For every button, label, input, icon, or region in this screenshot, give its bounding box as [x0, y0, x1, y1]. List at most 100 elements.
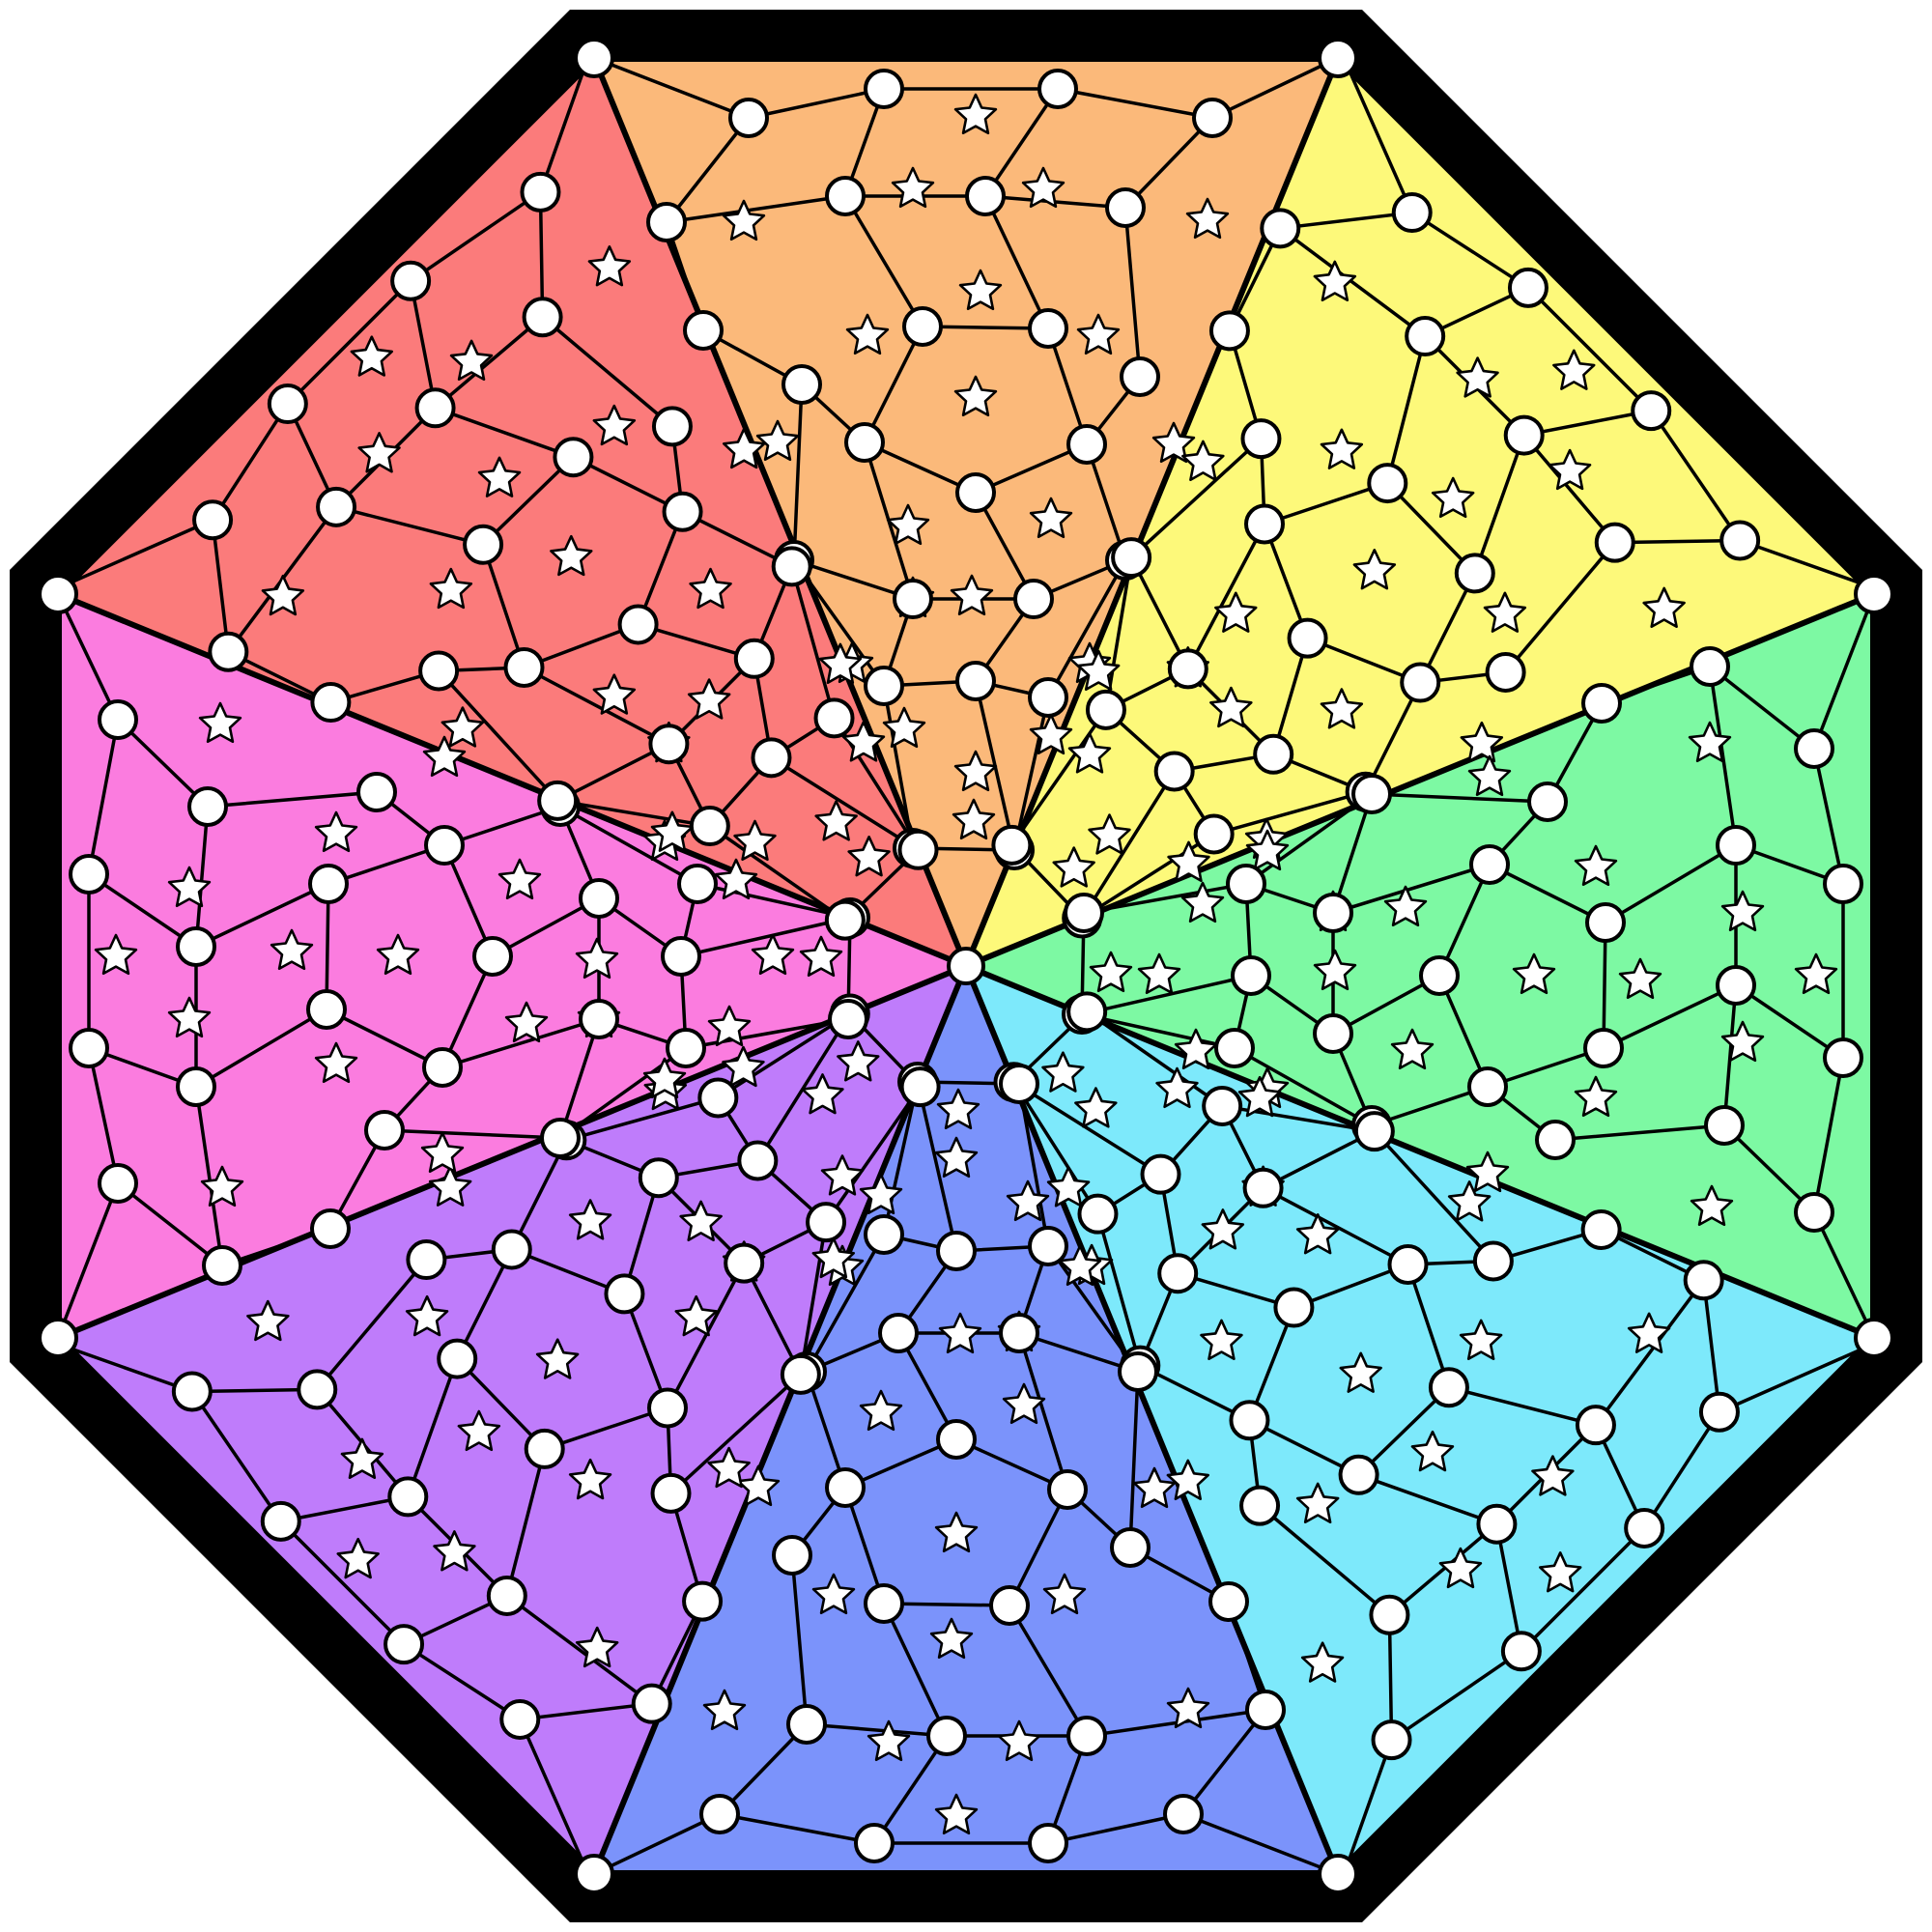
cell-edge [286, 279, 412, 406]
circle-node-icon [733, 638, 775, 679]
star-icon [429, 567, 473, 610]
star-icon [246, 1299, 290, 1342]
circle-node-icon [310, 1208, 351, 1249]
circle-node-icon [1854, 574, 1894, 614]
circle-node-icon [604, 1273, 645, 1315]
cell-edge [1418, 571, 1477, 685]
cell-edge [518, 1701, 654, 1721]
circle-node-icon [631, 1683, 672, 1724]
cell-edge [505, 1447, 547, 1598]
circle-node-icon [1854, 1318, 1894, 1358]
cell-edge [564, 1095, 721, 1143]
circle-node-icon [965, 176, 1006, 216]
cell-edge [194, 805, 210, 949]
circle-node-icon [1507, 267, 1548, 308]
star-icon [1690, 1184, 1734, 1227]
star-icon [952, 798, 996, 840]
circle-node-icon [1631, 390, 1672, 432]
cell-edge [558, 1017, 601, 1140]
circle-node-icon [813, 697, 855, 739]
circle-node-icon [1253, 733, 1294, 775]
circle-node-icon [499, 1698, 541, 1740]
circle-node-icon [1064, 893, 1104, 933]
circle-node-icon [1077, 1193, 1119, 1235]
cell-edge [1373, 1129, 1495, 1264]
circle-node-icon [1419, 955, 1460, 996]
star-icon [433, 1530, 476, 1572]
cell-edge [211, 518, 231, 654]
circle-node-icon [98, 699, 138, 740]
star-icon [702, 1689, 747, 1731]
circle-node-icon [1391, 192, 1433, 234]
circle-node-icon [69, 854, 109, 895]
cell-edge [440, 954, 495, 1069]
star-icon [1077, 649, 1121, 691]
cell-edge [1129, 437, 1264, 559]
cell-edge [571, 455, 685, 514]
cell-edge [665, 194, 847, 224]
circle-node-icon [824, 899, 866, 941]
cell-edge [518, 1718, 589, 1873]
circle-node-icon [1472, 1240, 1514, 1282]
star-icon [198, 701, 242, 744]
circle-node-icon [780, 1353, 821, 1395]
star-icon [1552, 349, 1596, 390]
star-icon [953, 93, 998, 135]
cell-edge [1085, 442, 1127, 562]
cell-edge [1447, 1385, 1598, 1427]
circle-node-icon [662, 491, 703, 532]
star-icon [1029, 713, 1073, 755]
star-icon [568, 1199, 612, 1240]
circle-node-icon [651, 406, 693, 447]
star-icon [357, 432, 401, 473]
circle-node-icon [1387, 1244, 1429, 1286]
circle-node-icon [893, 579, 933, 619]
cell-edge [279, 1494, 411, 1523]
circle-node-icon [192, 499, 234, 541]
star-icon [950, 574, 994, 616]
star-icon [1166, 1687, 1210, 1729]
star-icon [707, 1005, 752, 1047]
star-icon [1295, 1482, 1340, 1523]
star-icon [1688, 721, 1732, 763]
circle-node-icon [267, 384, 308, 425]
cell-edge [1370, 792, 1549, 804]
circle-node-icon [491, 1229, 532, 1270]
cell-edge [522, 666, 671, 746]
cell-edge [789, 564, 837, 721]
circle-node-icon [1318, 38, 1358, 78]
cell-edge [440, 1017, 601, 1069]
circle-node-icon [1239, 1485, 1281, 1526]
cell-edge [1642, 1409, 1721, 1530]
cell-edge [1331, 792, 1374, 915]
circle-node-icon [1047, 1469, 1088, 1510]
star-icon [707, 1446, 751, 1489]
circle-node-icon [171, 1371, 213, 1412]
star-icon [422, 735, 467, 778]
cell-edge [1613, 538, 1742, 545]
circle-node-icon [902, 306, 943, 347]
star-icon [1320, 428, 1364, 469]
circle-node-icon [297, 1369, 338, 1410]
circle-node-icon [463, 524, 504, 565]
circle-node-icon [1503, 414, 1545, 456]
circle-node-icon [1208, 310, 1250, 352]
circle-node-icon [1351, 774, 1392, 814]
circle-node-icon [1260, 208, 1301, 249]
cell-edge [1017, 1331, 1140, 1374]
cell-edge [805, 1370, 847, 1490]
star-icon [314, 810, 358, 853]
cell-edge [1278, 226, 1427, 338]
cell-edge [481, 455, 576, 547]
circle-node-icon [1231, 955, 1271, 996]
star-icon [94, 933, 138, 976]
circle-node-icon [1594, 522, 1635, 563]
star-icon [1029, 497, 1073, 539]
star-icon [1483, 591, 1527, 633]
star-icon [886, 503, 930, 546]
circle-node-icon [1823, 1037, 1863, 1078]
circle-node-icon [1698, 1391, 1740, 1433]
circle-node-icon [1624, 1507, 1665, 1548]
star-icon [1074, 1087, 1118, 1128]
circle-node-icon [878, 1313, 919, 1353]
